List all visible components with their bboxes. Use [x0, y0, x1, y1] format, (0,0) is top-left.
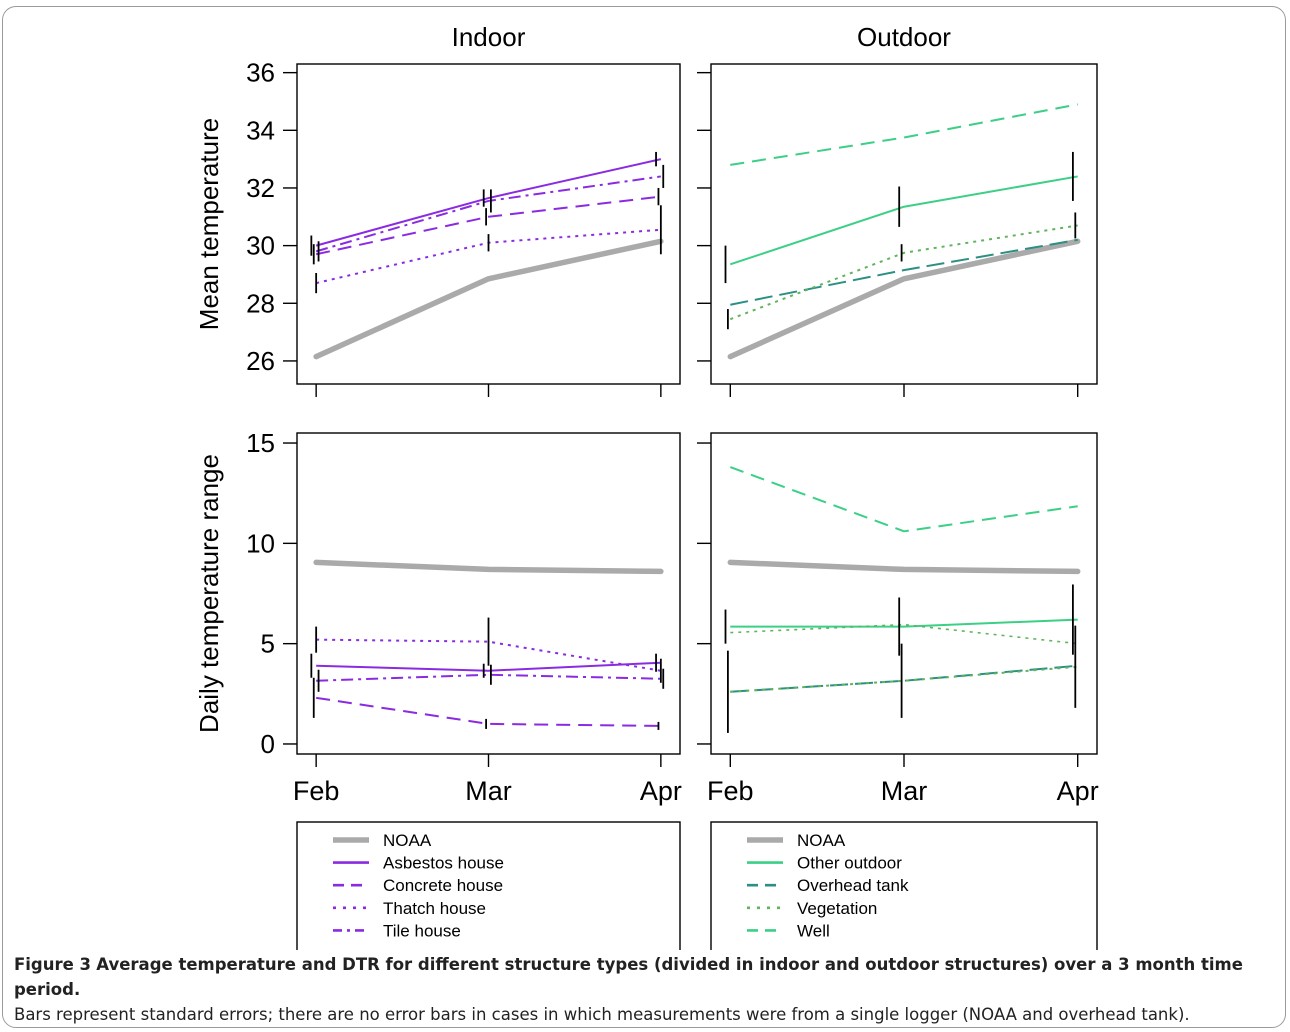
indoor-dtr-xtick-label: Feb: [293, 776, 340, 806]
indoor-dtr-xtick-label: Mar: [465, 776, 512, 806]
outdoor-dtr-series-1: [730, 618, 1078, 628]
outdoor-dtr-series-3: [730, 665, 1078, 693]
indoor-dtr-series-2: [316, 696, 661, 727]
outdoor-legend-label: NOAA: [797, 831, 846, 850]
outdoor-legend-label: Well: [797, 921, 830, 940]
indoor-dtr-ytick-label: 15: [246, 428, 275, 458]
outdoor-mean-title: Outdoor: [857, 22, 951, 52]
indoor-dtr-panel-box: [296, 432, 681, 755]
indoor-legend-label: Concrete house: [383, 876, 503, 895]
indoor-mean-series-0: [313, 238, 664, 360]
indoor-dtr-series-0: [313, 559, 664, 575]
outdoor-mean-series-3: [729, 224, 1078, 321]
indoor-mean-ytick-label: 28: [246, 288, 275, 318]
outdoor-mean-series-2: [730, 238, 1078, 306]
outdoor-mean-series-0: [727, 238, 1081, 360]
indoor-mean-ytick-label: 36: [246, 58, 275, 88]
indoor-dtr-ytick-label: 10: [246, 528, 275, 558]
indoor-mean-ytick-label: 30: [246, 231, 275, 261]
indoor-mean-panel-box: [296, 63, 681, 385]
outdoor-dtr-series-0: [727, 559, 1081, 575]
caption-label: Figure 3: [14, 955, 92, 974]
outdoor-dtr-series-5: [730, 623, 1078, 645]
outdoor-dtr-xtick-label: Mar: [881, 776, 928, 806]
figure-plot: 26 28 30 32 34 36 Indoor Mean temperature Outdoo…: [194, 22, 1099, 950]
indoor-mean-ytick-label: 34: [246, 115, 275, 145]
outdoor-dtr-xtick-label: Feb: [707, 776, 754, 806]
indoor-dtr-ylabel: Daily temperature range: [194, 454, 224, 733]
caption-title: Average temperature and DTR for differen…: [14, 955, 1243, 999]
indoor-dtr-series-3: [316, 638, 662, 672]
outdoor-legend-box: [710, 821, 1098, 950]
outdoor-legend-label: Other outdoor: [797, 854, 902, 873]
indoor-legend-label: Thatch house: [383, 899, 486, 918]
caption-body: Bars represent standard errors; there ar…: [14, 1005, 1190, 1024]
indoor-mean-ytick-label: 32: [246, 173, 275, 203]
indoor-dtr-ytick-label: 5: [261, 629, 275, 659]
indoor-mean-ylabel: Mean temperature: [194, 118, 224, 330]
indoor-legend-label: Tile house: [383, 921, 461, 940]
outdoor-dtr-series-2: [730, 664, 1078, 693]
outdoor-legend-label: Vegetation: [797, 899, 877, 918]
indoor-dtr-ytick-label: 0: [261, 729, 275, 759]
outdoor-dtr-series-4: [729, 466, 1078, 533]
indoor-legend-label: Asbestos house: [383, 854, 504, 873]
outdoor-dtr-panel-box: [710, 432, 1098, 755]
outdoor-dtr-xtick-label: Apr: [1057, 776, 1099, 806]
figure-caption: Figure 3 Average temperature and DTR for…: [14, 952, 1276, 1027]
indoor-legend-box: [296, 821, 681, 950]
outdoor-legend-label: Overhead tank: [797, 876, 909, 895]
indoor-mean-title: Indoor: [452, 22, 526, 52]
indoor-mean-ytick-label: 26: [246, 346, 275, 376]
indoor-legend-label: NOAA: [383, 831, 432, 850]
indoor-dtr-xtick-label: Apr: [640, 776, 682, 806]
indoor-dtr-series-4: [316, 673, 661, 682]
outdoor-mean-series-4: [730, 103, 1078, 166]
